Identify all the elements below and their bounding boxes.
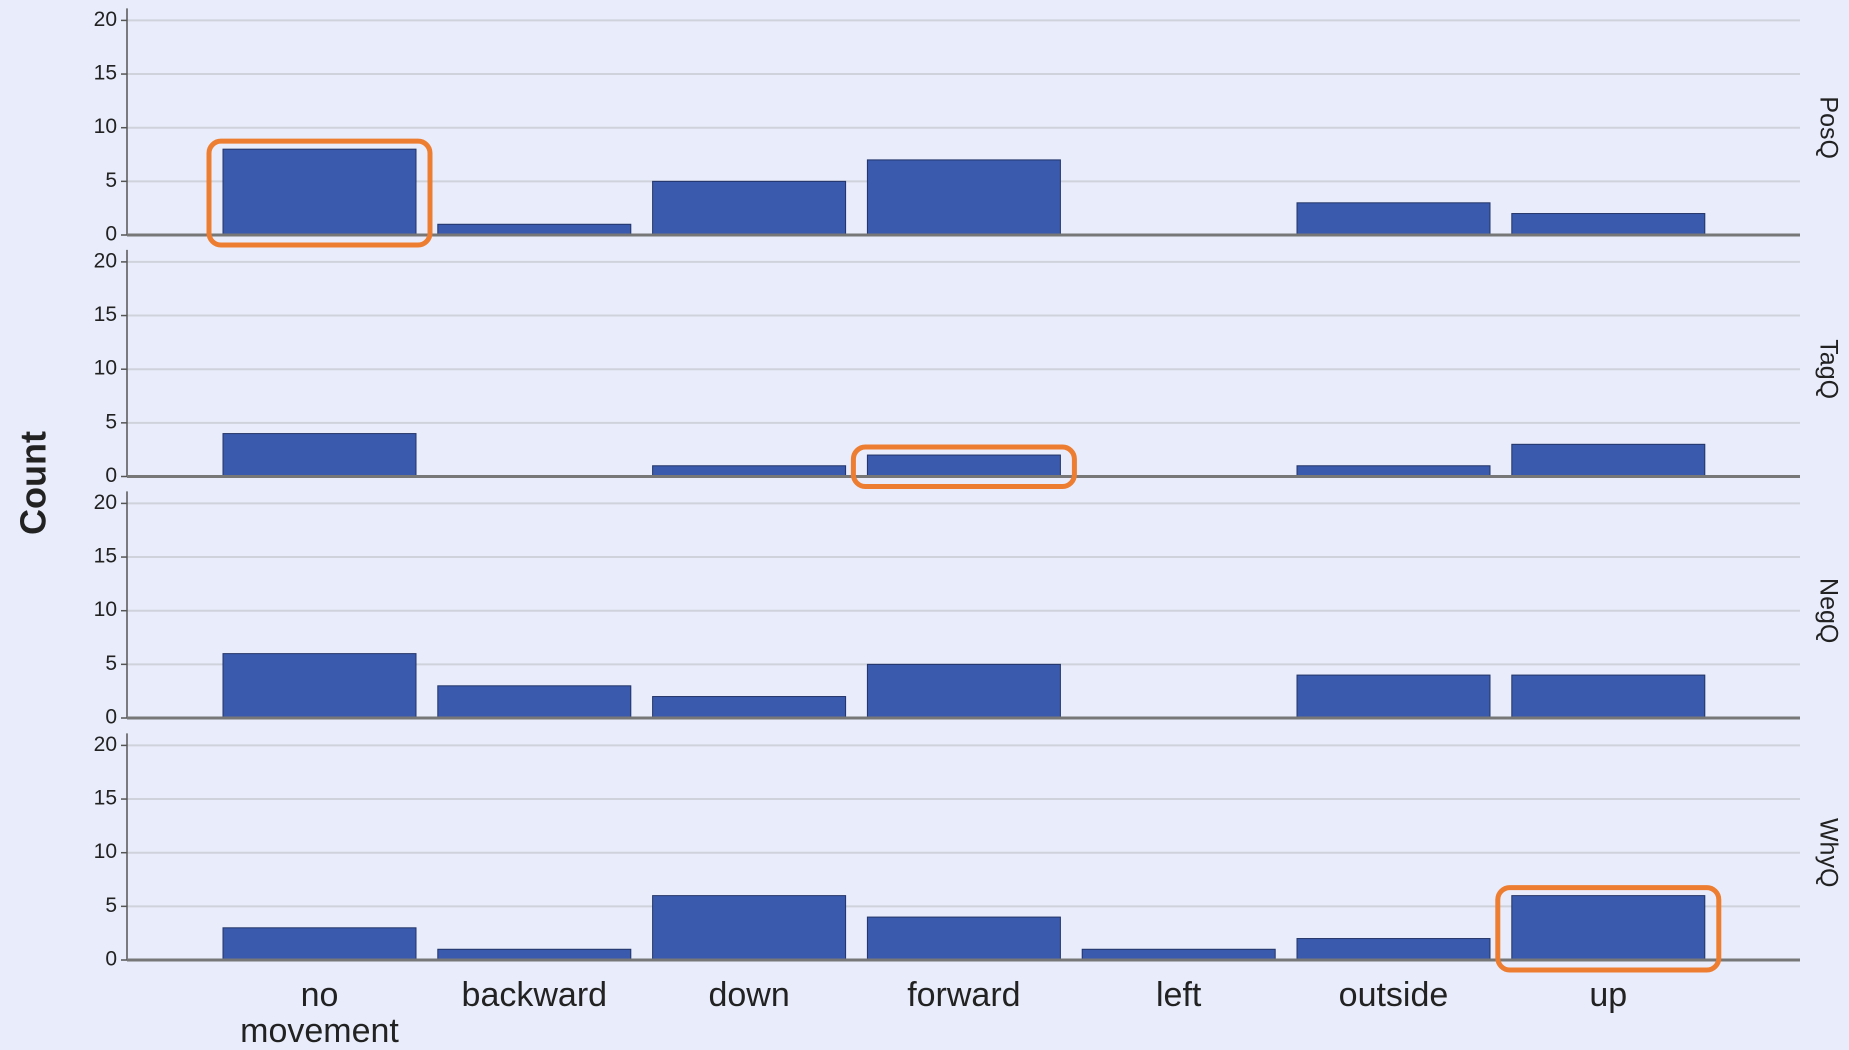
y-tick-label: 0 bbox=[105, 706, 117, 729]
x-tick-label: up bbox=[1589, 976, 1628, 1014]
bar bbox=[437, 685, 632, 719]
highlight-box bbox=[1495, 885, 1722, 973]
y-tick-label: 0 bbox=[105, 948, 117, 971]
y-tick-label: 15 bbox=[94, 545, 117, 568]
bar bbox=[222, 148, 417, 236]
bar bbox=[1296, 938, 1491, 961]
x-tick-label: left bbox=[1156, 976, 1202, 1014]
bar bbox=[1511, 895, 1706, 961]
bar bbox=[652, 895, 847, 961]
bar bbox=[222, 653, 417, 719]
y-tick-label: 20 bbox=[94, 733, 117, 756]
x-tick-label: backward bbox=[461, 976, 608, 1014]
bar bbox=[437, 223, 632, 236]
bar bbox=[652, 180, 847, 236]
bar bbox=[222, 927, 417, 961]
y-tick-label: 20 bbox=[94, 8, 117, 31]
y-tick-label: 0 bbox=[105, 464, 117, 487]
facet-label: WhyQ bbox=[1814, 818, 1842, 887]
y-axis-label: Count bbox=[13, 431, 54, 535]
bar bbox=[1296, 465, 1491, 477]
y-tick-label: 15 bbox=[94, 303, 117, 326]
bar bbox=[1296, 202, 1491, 236]
x-tick-label: down bbox=[708, 976, 790, 1014]
bar bbox=[866, 454, 1061, 478]
y-tick-label: 5 bbox=[105, 652, 117, 675]
bar bbox=[866, 159, 1061, 236]
bar bbox=[1511, 213, 1706, 236]
bar bbox=[222, 433, 417, 477]
x-tick-label: forward bbox=[907, 976, 1021, 1014]
y-tick-label: 0 bbox=[105, 223, 117, 246]
highlight-box bbox=[206, 138, 433, 248]
y-tick-label: 15 bbox=[94, 62, 117, 85]
y-tick-label: 10 bbox=[94, 115, 117, 138]
facet-label: TagQ bbox=[1814, 339, 1842, 399]
bar bbox=[437, 948, 632, 961]
y-tick-label: 5 bbox=[105, 894, 117, 917]
facet-label: PosQ bbox=[1814, 96, 1842, 159]
y-tick-label: 20 bbox=[94, 491, 117, 514]
x-tick-label: no movement bbox=[240, 976, 399, 1050]
bar bbox=[866, 916, 1061, 961]
x-tick-label: outside bbox=[1338, 976, 1449, 1014]
highlight-box bbox=[850, 444, 1077, 490]
y-tick-label: 10 bbox=[94, 357, 117, 380]
y-tick-label: 5 bbox=[105, 169, 117, 192]
bar bbox=[652, 696, 847, 719]
y-tick-label: 10 bbox=[94, 840, 117, 863]
bar bbox=[866, 663, 1061, 719]
bar bbox=[1511, 674, 1706, 719]
y-tick-label: 10 bbox=[94, 598, 117, 621]
y-tick-label: 5 bbox=[105, 410, 117, 433]
bar bbox=[652, 465, 847, 477]
bar bbox=[1081, 948, 1276, 961]
y-tick-label: 20 bbox=[94, 249, 117, 272]
bar bbox=[1511, 443, 1706, 477]
facet-label: NegQ bbox=[1814, 578, 1842, 643]
y-tick-label: 15 bbox=[94, 787, 117, 810]
bar bbox=[1296, 674, 1491, 719]
